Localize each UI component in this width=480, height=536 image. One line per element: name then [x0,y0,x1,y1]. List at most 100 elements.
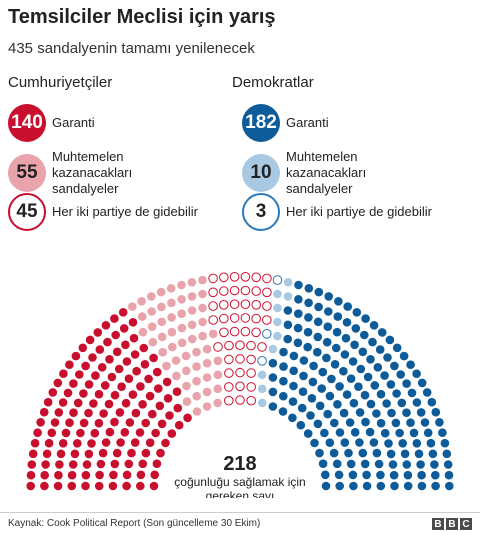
seat [55,460,64,469]
seat [54,408,64,417]
seat [330,360,340,369]
seat [366,399,376,409]
seat [202,344,212,354]
seat [340,350,350,359]
legend-rep-lean-label: Her iki partiye de gidebilir [52,204,198,219]
seat [208,273,218,284]
seat [149,353,158,363]
seat [202,387,212,397]
seat [81,361,90,371]
seat [313,317,323,327]
seat [389,470,399,480]
seat [68,460,78,469]
seat [174,420,184,430]
badge-rep-likely: 55 [8,154,46,192]
seat [148,409,157,419]
seat [388,460,398,469]
seat [307,394,317,403]
seat [105,355,114,364]
seat [350,428,360,437]
seat [268,402,278,411]
seat [219,300,229,310]
seat [82,460,92,469]
seat [251,327,261,338]
seat [111,330,120,340]
seat [293,323,303,333]
seat [332,327,342,337]
seat [403,470,413,480]
seat [187,278,197,287]
seat [273,317,282,327]
seat [428,449,438,459]
majority-label-line1: çoğunluğu sağlamak için [174,475,305,489]
seat [136,470,146,480]
seat [268,358,278,368]
seat [94,389,104,399]
seat [262,329,272,339]
seat [53,481,63,491]
seat [158,347,167,357]
legend-rep-lean: 45 Her iki partiye de gidebilir [8,193,202,231]
seat [81,481,90,491]
seat [350,340,359,350]
seat [293,338,303,348]
seat [443,460,453,469]
seat [363,372,373,382]
seat [402,408,411,417]
seat [406,360,415,369]
seat [79,389,88,398]
seat [372,409,381,418]
seat [162,361,171,371]
seat [334,470,344,480]
seat [376,481,386,491]
seat [246,395,256,406]
seat [137,312,147,321]
seat [224,382,234,392]
seat [124,459,134,469]
badge-dem-solid: 182 [242,104,280,142]
seat [407,388,417,398]
seat [315,401,325,411]
seat [229,285,240,296]
seat [398,439,408,448]
seat [161,438,170,448]
seat [198,317,207,327]
seat [380,371,389,380]
seat [144,374,153,384]
seat [48,388,58,397]
seat [90,428,100,438]
seat [279,391,288,401]
seat [412,369,421,378]
seat [157,302,166,312]
seat [177,338,187,348]
seat [299,371,308,381]
seat [348,357,358,366]
seat [417,470,426,480]
seat [118,308,128,317]
seat [303,327,313,337]
seat [356,364,366,374]
seat [283,292,293,301]
seat [246,340,256,351]
seat [73,439,82,448]
seat [385,335,395,345]
seat [121,398,131,408]
seat [346,374,356,383]
seat [240,299,251,310]
legend-rep-likely-label: Muhtemelen kazanacakları sandalyeler [52,149,133,196]
seat [162,377,172,387]
seat [361,417,370,427]
seat [219,327,229,338]
seat [147,307,156,316]
seat [431,407,441,417]
seat [63,388,73,398]
seat [173,403,183,413]
seat [76,428,85,438]
seat [43,397,53,407]
bbc-logo-letter-3: C [460,518,472,530]
seat [278,407,288,416]
seat [387,408,396,418]
seat [73,398,83,408]
seat [198,289,207,299]
seat [81,470,91,480]
